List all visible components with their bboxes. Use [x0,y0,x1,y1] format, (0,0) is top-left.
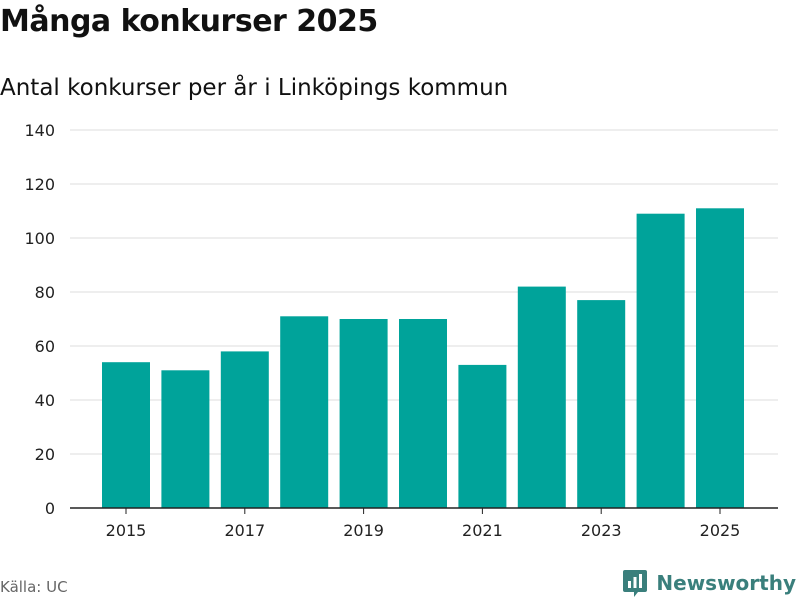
bar-2023 [577,300,626,508]
chart-subtitle: Antal konkurser per år i Linköpings komm… [0,75,509,101]
newsworthy-icon [623,570,648,597]
chart-title: Många konkurser 2025 [0,4,378,39]
y-tick-label: 100 [24,229,55,248]
x-tick-label: 2019 [343,521,384,540]
x-tick-label: 2025 [700,521,741,540]
x-tick-label: 2015 [106,521,147,540]
brand-name: Newsworthy [656,571,796,595]
bar-2025 [696,208,744,509]
bar-2021 [458,364,507,508]
brand-logo: Newsworthy [622,568,796,598]
bar-2019 [339,319,388,508]
bar-2015 [102,362,150,508]
y-tick-label: 20 [35,445,55,464]
y-tick-label: 40 [35,391,55,410]
bar-2016 [161,370,210,508]
y-tick-label: 120 [24,175,55,194]
source-note: Källa: UC [0,578,68,596]
y-tick-label: 80 [35,283,55,302]
y-tick-label: 140 [24,121,55,140]
x-tick-label: 2017 [224,521,265,540]
bar-2018 [280,316,329,508]
bar-2020 [399,319,447,508]
bar-2024 [636,213,685,508]
y-tick-label: 60 [35,337,55,356]
bar-2017 [220,351,269,508]
x-tick-label: 2023 [581,521,622,540]
x-tick-label: 2021 [462,521,503,540]
y-tick-label: 0 [45,499,55,518]
bar-2022 [517,286,566,508]
bar-chart: 0 20 40 60 80 100 120 140 2015 2017 2019 2021 2023 20… [24,121,778,540]
